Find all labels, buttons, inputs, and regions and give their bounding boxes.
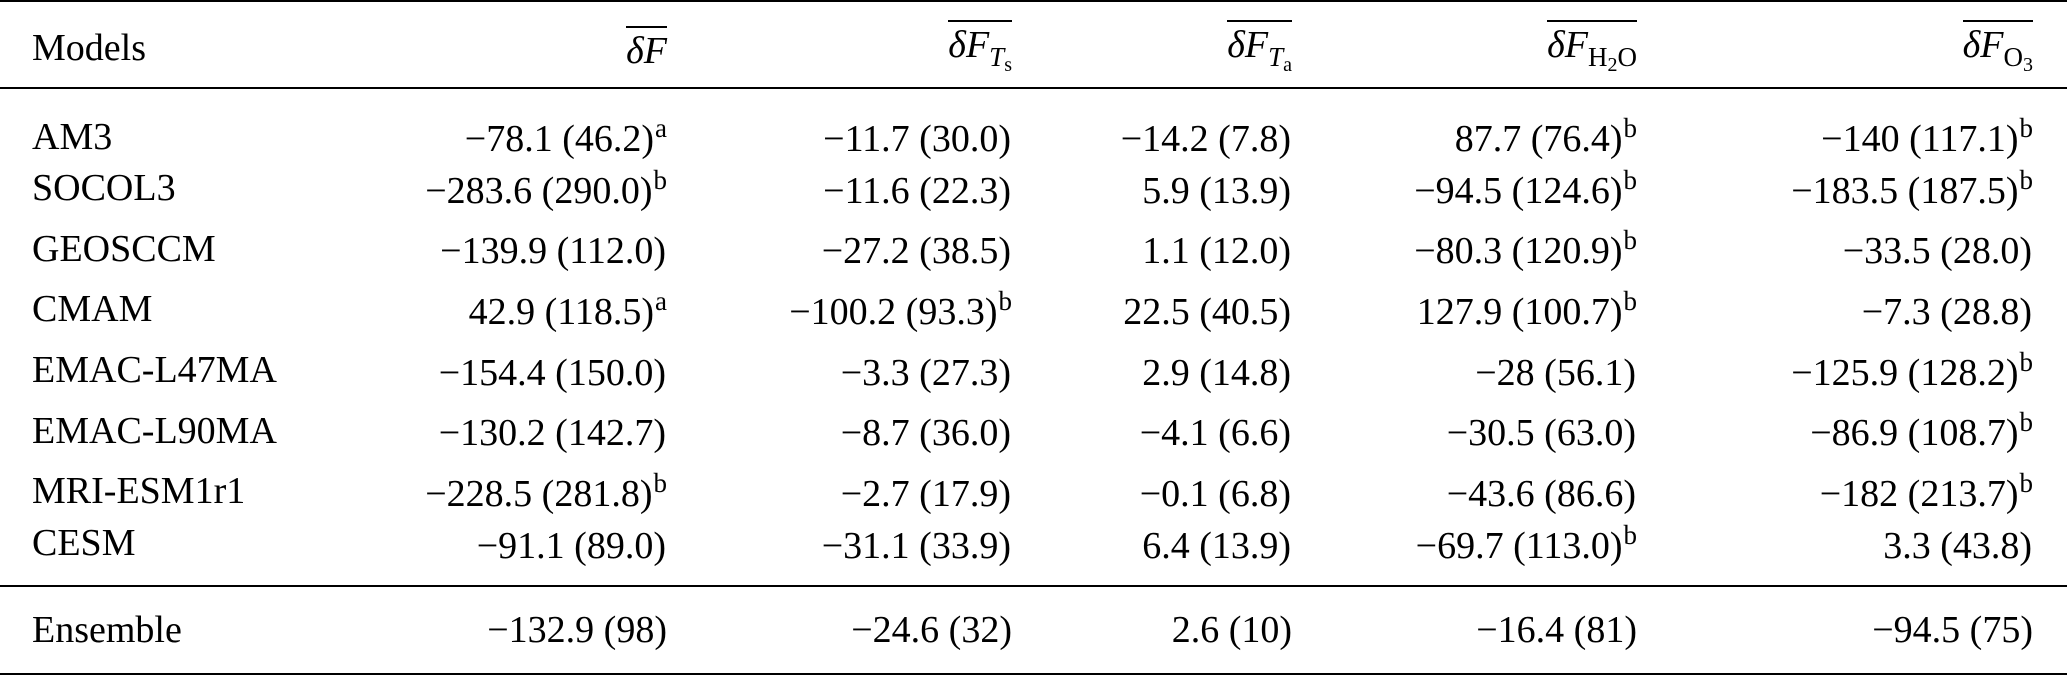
cell-f-h2o: −94.5 (124.6)b bbox=[1414, 164, 1637, 212]
cell-f-h2o: −43.6 (86.6) bbox=[1446, 472, 1636, 515]
cell-f: 42.9 (118.5)a bbox=[468, 285, 667, 333]
cell-f: −130.2 (142.7) bbox=[438, 412, 666, 455]
header-models: Models bbox=[0, 0, 330, 89]
table-row: SOCOL3 −283.6 (290.0)b −11.6 (22.3) 5.9 … bbox=[0, 158, 2067, 219]
ensemble-f-o3: −94.5 (75) bbox=[1665, 584, 2067, 675]
cell-f-o3: −183.5 (187.5)b bbox=[1791, 164, 2033, 212]
ensemble-f: −132.9 (98) bbox=[330, 584, 695, 675]
cell-f-o3: −182 (213.7)b bbox=[1819, 467, 2033, 515]
cell-f-h2o: −30.5 (63.0) bbox=[1446, 412, 1636, 455]
cell-f-o3: −140 (117.1)b bbox=[1821, 113, 2033, 160]
cell-f: −283.6 (290.0)b bbox=[425, 164, 667, 212]
model-name: GEOSCCM bbox=[32, 227, 216, 270]
cell-f-ts: −11.6 (22.3) bbox=[823, 169, 1011, 212]
model-name: AM3 bbox=[32, 115, 113, 158]
table-row: CMAM 42.9 (118.5)a −100.2 (93.3)b 22.5 (… bbox=[0, 279, 2067, 340]
model-name: MRI-ESM1r1 bbox=[32, 470, 246, 513]
cell-f-ts: −3.3 (27.3) bbox=[840, 351, 1011, 394]
cell-f-ta: −4.1 (6.6) bbox=[1139, 412, 1291, 455]
table-row: MRI-ESM1r1 −228.5 (281.8)b −2.7 (17.9) −… bbox=[0, 461, 2067, 522]
model-name: SOCOL3 bbox=[32, 167, 176, 210]
header-delta-f: δF bbox=[330, 0, 695, 89]
header-delta-f-ta: δFTa bbox=[1040, 0, 1320, 89]
table-row: GEOSCCM −139.9 (112.0) −27.2 (38.5) 1.1 … bbox=[0, 219, 2067, 280]
header-delta-f-h2o: δFH2O bbox=[1320, 0, 1665, 89]
ensemble-f-h2o: −16.4 (81) bbox=[1320, 584, 1665, 675]
cell-f-o3: 3.3 (43.8) bbox=[1883, 524, 2032, 567]
cell-f-o3: −86.9 (108.7)b bbox=[1810, 407, 2033, 455]
header-delta-f-ts: δFTs bbox=[695, 0, 1040, 89]
cell-f: −228.5 (281.8)b bbox=[425, 467, 667, 515]
cell-f-ts: −100.2 (93.3)b bbox=[789, 285, 1012, 333]
table-row: AM3 −78.1 (46.2)a −11.7 (30.0) −14.2 (7.… bbox=[0, 88, 2067, 160]
ensemble-f-ta: 2.6 (10) bbox=[1040, 584, 1320, 675]
cell-f-ta: −0.1 (6.8) bbox=[1139, 472, 1291, 515]
model-name: EMAC-L90MA bbox=[32, 409, 277, 452]
cell-f-ta: 22.5 (40.5) bbox=[1123, 290, 1291, 333]
table-row: EMAC-L90MA −130.2 (142.7) −8.7 (36.0) −4… bbox=[0, 400, 2067, 461]
ensemble-f-ts: −24.6 (32) bbox=[695, 584, 1040, 675]
model-name: CESM bbox=[32, 522, 136, 565]
cell-f-o3: −7.3 (28.8) bbox=[1861, 290, 2032, 333]
cell-f-ta: 1.1 (12.0) bbox=[1142, 230, 1291, 273]
cell-f-ta: 5.9 (13.9) bbox=[1142, 169, 1291, 212]
ensemble-label: Ensemble bbox=[0, 584, 330, 675]
forcing-table: Models δF δFTs δFTa δFH2O δFO3 bbox=[0, 0, 2067, 675]
cell-f-h2o: −28 (56.1) bbox=[1475, 351, 1636, 394]
model-name: CMAM bbox=[32, 288, 153, 331]
cell-f-o3: −33.5 (28.0) bbox=[1842, 230, 2032, 273]
table-header: Models δF δFTs δFTa δFH2O δFO3 bbox=[0, 0, 2067, 89]
cell-f-ta: 6.4 (13.9) bbox=[1142, 524, 1291, 567]
cell-f-ts: −8.7 (36.0) bbox=[840, 412, 1011, 455]
cell-f-h2o: −80.3 (120.9)b bbox=[1414, 225, 1637, 273]
cell-f-ts: −27.2 (38.5) bbox=[821, 230, 1011, 273]
cell-f-ts: −11.7 (30.0) bbox=[823, 118, 1011, 160]
cell-f-ta: 2.9 (14.8) bbox=[1142, 351, 1291, 394]
table-row: CESM −91.1 (89.0) −31.1 (33.9) 6.4 (13.9… bbox=[0, 519, 2067, 586]
header-delta-f-o3: δFO3 bbox=[1665, 0, 2067, 89]
cell-f-h2o: 127.9 (100.7)b bbox=[1416, 285, 1637, 333]
model-name: EMAC-L47MA bbox=[32, 349, 277, 392]
cell-f-ts: −2.7 (17.9) bbox=[840, 472, 1011, 515]
cell-f: −154.4 (150.0) bbox=[438, 351, 666, 394]
cell-f-o3: −125.9 (128.2)b bbox=[1791, 346, 2033, 394]
cell-f-ta: −14.2 (7.8) bbox=[1120, 118, 1291, 160]
cell-f: −139.9 (112.0) bbox=[440, 230, 666, 273]
cell-f-ts: −31.1 (33.9) bbox=[821, 524, 1011, 567]
cell-f-h2o: −69.7 (113.0)b bbox=[1415, 519, 1637, 567]
cell-f-h2o: 87.7 (76.4)b bbox=[1454, 113, 1637, 160]
cell-f: −91.1 (89.0) bbox=[476, 524, 666, 567]
header-row: Models δF δFTs δFTa δFH2O δFO3 bbox=[0, 0, 2067, 89]
ensemble-section: Ensemble −132.9 (98) −24.6 (32) 2.6 (10)… bbox=[0, 584, 2067, 675]
table-row: EMAC-L47MA −154.4 (150.0) −3.3 (27.3) 2.… bbox=[0, 340, 2067, 401]
table-body: AM3 −78.1 (46.2)a −11.7 (30.0) −14.2 (7.… bbox=[0, 88, 2067, 586]
cell-f: −78.1 (46.2)a bbox=[464, 113, 667, 160]
ensemble-row: Ensemble −132.9 (98) −24.6 (32) 2.6 (10)… bbox=[0, 584, 2067, 675]
